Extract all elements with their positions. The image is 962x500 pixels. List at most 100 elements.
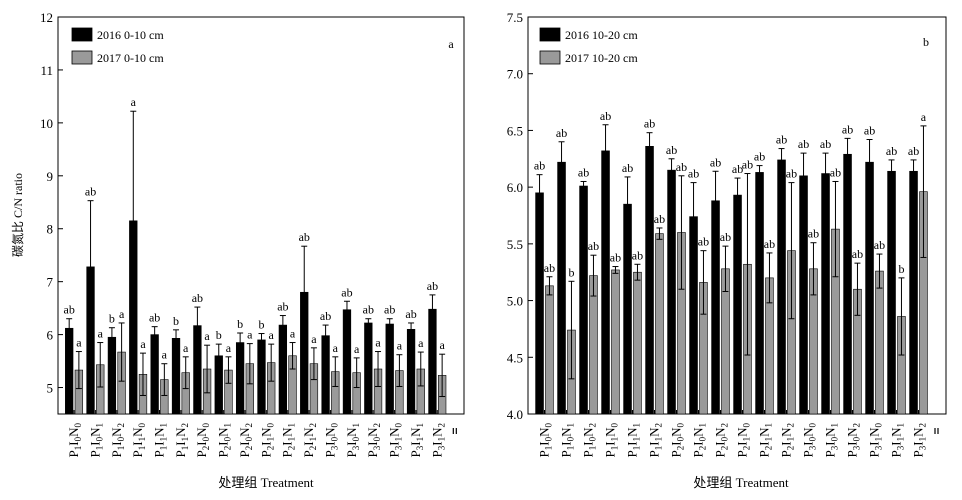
- significance-letter: ab: [688, 167, 699, 181]
- category-label-letter: N: [845, 427, 860, 437]
- category-label-subscript: 2: [436, 423, 446, 428]
- category-label-letter: I: [823, 441, 838, 445]
- significance-letter: a: [131, 95, 137, 109]
- category-label: P1I0N1: [87, 423, 104, 457]
- category-label: P3I0N2: [365, 423, 382, 457]
- category-label-letter: I: [408, 441, 423, 445]
- significance-letter: a: [119, 307, 125, 321]
- significance-letter: ab: [384, 303, 395, 317]
- significance-letter: ab: [610, 251, 621, 265]
- category-label: P2I1N2: [779, 423, 796, 457]
- category-label-subscript: 0: [223, 436, 233, 441]
- category-label-letter: P: [559, 450, 574, 457]
- category-label-subscript: 1: [287, 423, 297, 428]
- significance-letter: ab: [830, 165, 841, 179]
- significance-letter: a: [162, 348, 168, 362]
- category-label-letter: N: [559, 427, 574, 437]
- category-label-subscript: 0: [544, 423, 554, 428]
- category-label-subscript: 1: [742, 437, 752, 442]
- category-label-letter: P: [603, 450, 618, 457]
- category-label-subscript: 2: [201, 446, 211, 451]
- significance-letter: a: [354, 342, 360, 356]
- y-tick-label: 4.5: [507, 350, 523, 365]
- bar: [843, 153, 852, 415]
- significance-letter: ab: [64, 303, 75, 317]
- category-label-letter: P: [322, 450, 337, 457]
- significance-letter: ab: [698, 235, 709, 249]
- category-label-letter: P: [429, 450, 444, 457]
- category-label-letter: P: [87, 450, 102, 457]
- category-label: P3I0N0: [801, 423, 818, 458]
- category-label-subscript: 0: [874, 423, 884, 428]
- significance-letter: a: [397, 339, 403, 353]
- category-label-letter: P: [867, 450, 882, 457]
- x-axis-label: 处理组 Treatment: [218, 475, 314, 490]
- bar: [755, 172, 764, 415]
- category-label: P2I1N2: [301, 423, 318, 457]
- bar: [865, 161, 874, 415]
- category-label-subscript: 0: [244, 436, 254, 441]
- category-label-letter: N: [109, 427, 124, 437]
- category-label-subscript: 1: [159, 437, 169, 442]
- category-label-subscript: 1: [159, 446, 169, 451]
- category-label-subscript: 0: [720, 436, 730, 441]
- category-label-subscript: 2: [244, 423, 254, 428]
- significance-letter: ab: [908, 144, 919, 158]
- category-label-subscript: 0: [676, 436, 686, 441]
- significance-letter: ab: [852, 247, 863, 261]
- category-label-letter: P: [365, 450, 380, 457]
- significance-letter: ab: [277, 300, 288, 314]
- significance-letter: ab: [764, 237, 775, 251]
- bar: [150, 334, 159, 415]
- x-axis-label: 处理组 Treatment: [693, 475, 789, 490]
- category-label: P2I1N0: [735, 423, 752, 458]
- category-label-letter: I: [845, 441, 860, 445]
- category-label-subscript: 1: [394, 437, 404, 442]
- y-tick-label: 11: [40, 63, 53, 78]
- significance-letter: b: [568, 265, 574, 279]
- category-label-subscript: 0: [588, 436, 598, 441]
- bar: [601, 150, 610, 415]
- category-label-subscript: 0: [329, 423, 339, 428]
- category-label-subscript: 2: [786, 446, 796, 451]
- category-label-letter: P: [845, 450, 860, 457]
- category-label-subscript: 2: [764, 446, 774, 451]
- significance-letter: b: [898, 262, 904, 276]
- category-label-letter: N: [322, 427, 337, 437]
- category-label-letter: P: [408, 450, 423, 457]
- significance-letter: ab: [299, 230, 310, 244]
- significance-letter: a: [226, 341, 232, 355]
- category-label-subscript: 0: [698, 436, 708, 441]
- bar: [535, 192, 544, 415]
- category-label-letter: I: [603, 441, 618, 445]
- category-label-subscript: 0: [852, 436, 862, 441]
- bar: [321, 335, 330, 415]
- category-label-subscript: 2: [742, 446, 752, 451]
- category-label-subscript: 1: [654, 446, 664, 451]
- category-label-letter: P: [889, 450, 904, 457]
- significance-letter: ab: [149, 311, 160, 325]
- category-label-subscript: 2: [308, 423, 318, 428]
- category-label-subscript: 1: [94, 446, 104, 451]
- bar: [611, 269, 620, 415]
- category-label-letter: I: [387, 441, 402, 445]
- category-label-letter: N: [237, 427, 252, 437]
- significance-letter: ab: [820, 137, 831, 151]
- category-label-letter: I: [801, 441, 816, 445]
- category-label-subscript: 3: [808, 445, 818, 450]
- category-label: P3I0N2: [845, 423, 862, 457]
- significance-letter: ab: [405, 307, 416, 321]
- category-label-letter: N: [408, 427, 423, 437]
- significance-letter: ab: [786, 167, 797, 181]
- category-label-subscript: 0: [201, 423, 211, 428]
- significance-letter: b: [109, 312, 115, 326]
- bar: [909, 170, 918, 415]
- significance-letter: ab: [676, 160, 687, 174]
- y-tick-label: 12: [40, 10, 53, 25]
- category-label: P3I1N2: [429, 423, 446, 457]
- legend-swatch: [71, 27, 93, 42]
- bar: [257, 339, 266, 415]
- category-label-letter: N: [537, 427, 552, 437]
- category-label-letter: I: [344, 441, 359, 445]
